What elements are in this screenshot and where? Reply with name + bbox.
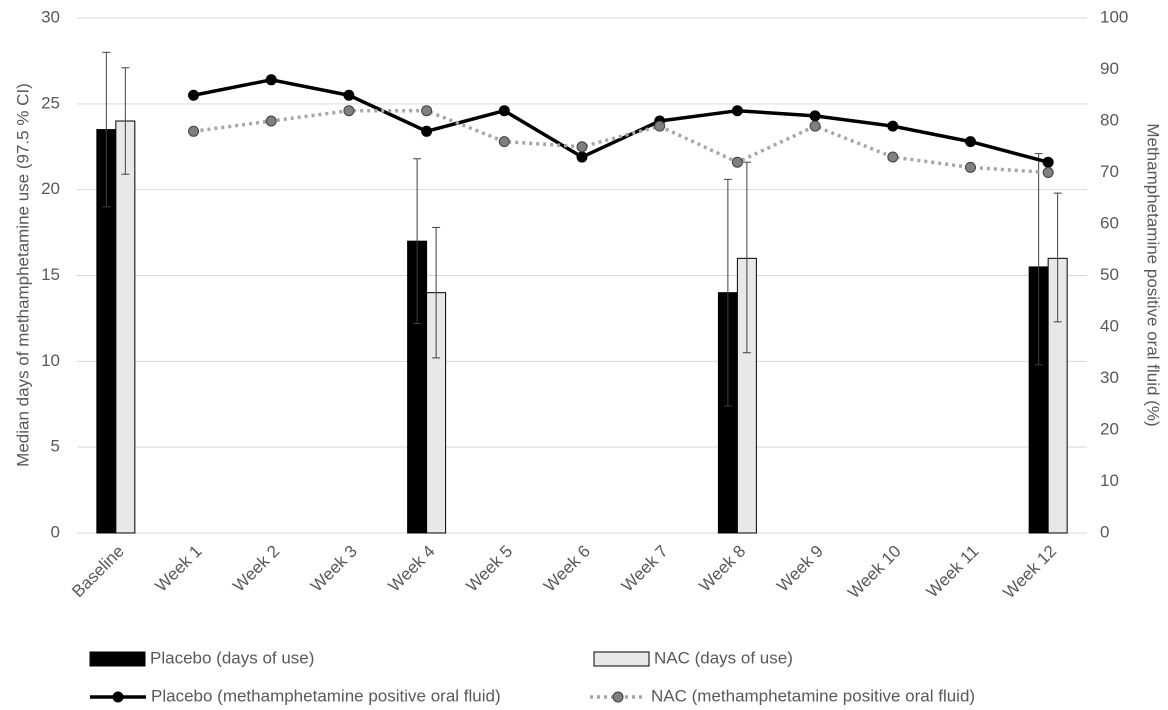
error-bar [742, 161, 751, 354]
line-marker [1042, 167, 1054, 178]
line-marker [265, 74, 277, 86]
x-tick-label: Week 1 [152, 542, 206, 596]
legend-label: NAC (methamphetamine positive oral fluid… [651, 686, 975, 705]
x-tick-label: Week 3 [307, 542, 361, 596]
line-marker [887, 120, 899, 132]
line-marker [964, 136, 976, 148]
legend-marker [612, 691, 624, 703]
line-marker [421, 105, 433, 117]
line-marker [498, 136, 510, 148]
legend-swatch [593, 651, 650, 667]
x-tick-label: Week 6 [540, 542, 594, 596]
y2-tick-label: 100 [1100, 7, 1128, 26]
y2-tick-label: 70 [1100, 162, 1119, 181]
y-axis-title: Median days of methamphetamine use (97.5… [13, 83, 32, 467]
line-marker [964, 161, 976, 173]
y2-tick-label: 60 [1100, 213, 1119, 232]
y2-tick-label: 40 [1100, 316, 1119, 335]
y-tick-label: 0 [51, 522, 60, 541]
x-tick-label: Week 12 [999, 542, 1060, 603]
line-marker [576, 151, 588, 163]
y-tick-label: 15 [41, 265, 60, 284]
line-marker [188, 125, 200, 137]
line-marker [731, 105, 743, 117]
line-marker [654, 120, 666, 132]
error-bar [121, 67, 130, 175]
y-tick-label: 30 [41, 7, 60, 26]
line-marker [188, 89, 200, 101]
y2-tick-label: 80 [1100, 110, 1119, 129]
legend-swatch [89, 651, 146, 667]
line-marker [343, 89, 355, 101]
y2-tick-label: 30 [1100, 368, 1119, 387]
x-tick-label: Week 5 [462, 542, 516, 596]
y2-tick-label: 50 [1100, 265, 1119, 284]
y2-tick-label: 20 [1100, 419, 1119, 438]
line-marker [809, 120, 821, 132]
y2-tick-label: 10 [1100, 471, 1119, 490]
error-bar [723, 178, 732, 407]
line-marker [887, 151, 899, 163]
x-tick-label: Week 2 [229, 542, 283, 596]
legend-marker [112, 691, 124, 703]
legend-label: Placebo (days of use) [150, 648, 314, 667]
error-bar [432, 226, 441, 359]
y2-tick-label: 0 [1100, 522, 1109, 541]
legend-label: NAC (days of use) [654, 648, 793, 667]
y-tick-label: 25 [41, 93, 60, 112]
line-marker [576, 141, 588, 153]
y-tick-label: 20 [41, 179, 60, 198]
line [193, 108, 1049, 175]
x-tick-label: Baseline [68, 542, 128, 602]
error-bar [1053, 192, 1062, 323]
x-tick-label: Week 10 [844, 542, 905, 603]
bar [115, 120, 136, 534]
line [193, 78, 1049, 164]
line-marker [498, 105, 510, 117]
line-marker [421, 125, 433, 137]
y-tick-label: 10 [41, 351, 60, 370]
error-bar [1034, 153, 1043, 366]
y2-axis-title: Methamphetamine positive oral fluid (%) [1144, 123, 1163, 426]
y2-tick-label: 90 [1100, 59, 1119, 78]
error-bar [413, 158, 422, 325]
x-tick-label: Week 7 [618, 542, 672, 596]
error-bar [102, 51, 111, 208]
x-tick-label: Week 9 [773, 542, 827, 596]
line-marker [731, 156, 743, 168]
line-marker [343, 105, 355, 117]
legend-label: Placebo (methamphetamine positive oral f… [151, 686, 501, 705]
line-marker [809, 110, 821, 122]
x-tick-label: Week 11 [923, 542, 983, 602]
line-marker [1042, 156, 1054, 168]
x-tick-label: Week 8 [695, 542, 749, 596]
y-tick-label: 5 [51, 437, 60, 456]
x-tick-label: Week 4 [385, 542, 439, 596]
line-marker [265, 115, 277, 127]
